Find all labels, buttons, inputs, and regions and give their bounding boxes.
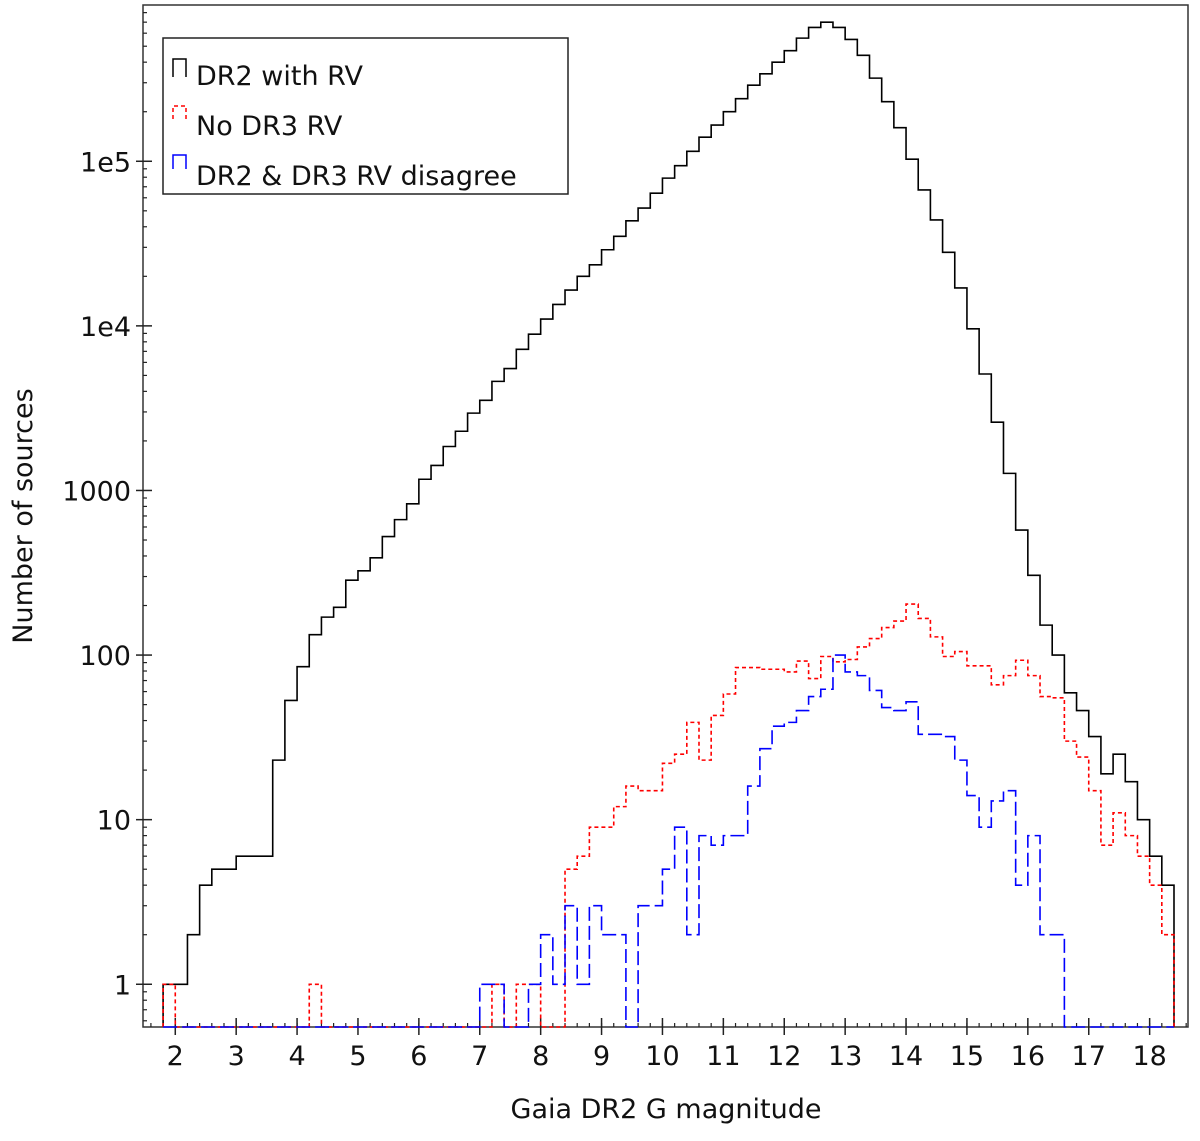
axis-ticks: 2 3 4 5 6 7 8 9 10 11 12 13 14 15 16 17 18 1 10 100 1000 1e4 1… [62,12,1187,1072]
legend-swatch-icon-black [172,58,187,77]
x-tick-label: 9 [593,1041,610,1072]
y-tick-label: 1000 [62,476,131,507]
x-tick-label: 11 [706,1041,740,1072]
y-tick-label: 1e5 [80,147,131,178]
x-tick-label: 17 [1072,1041,1106,1072]
series-0 [162,21,1175,1027]
x-tick-label: 13 [828,1041,862,1072]
legend-label-dr2-with-rv: DR2 with RV [196,61,363,92]
y-tick-label: 1 [114,970,131,1001]
legend-swatch-icon-blue [172,154,187,169]
legend: DR2 with RV No DR3 RV DR2 & DR3 RV disag… [162,37,569,195]
series-step-line-2 [163,654,1174,1028]
series-step-line-0 [162,21,1175,1027]
x-tick-label: 15 [950,1041,984,1072]
series-layer [162,21,1175,1028]
x-tick-label: 2 [167,1041,184,1072]
x-tick-label: 18 [1132,1041,1166,1072]
y-tick-label: 10 [97,806,131,837]
legend-label-disagree: DR2 & DR3 RV disagree [196,161,517,192]
x-tick-label: 4 [288,1041,305,1072]
x-tick-label: 14 [889,1041,923,1072]
x-tick-label: 10 [645,1041,679,1072]
x-tick-label: 12 [767,1041,801,1072]
series-2 [163,654,1174,1028]
x-tick-label: 6 [410,1041,427,1072]
legend-label-no-dr3-rv: No DR3 RV [196,111,343,142]
x-tick-label: 5 [349,1041,366,1072]
x-tick-label: 7 [471,1041,488,1072]
y-tick-label: 1e4 [80,312,131,343]
legend-box [162,37,569,195]
x-axis-label: Gaia DR2 G magnitude [511,1094,822,1125]
x-tick-label: 3 [228,1041,245,1072]
y-axis-label: Number of sources [8,388,39,643]
x-tick-label: 8 [532,1041,549,1072]
x-tick-label: 16 [1011,1041,1045,1072]
y-tick-label: 100 [79,641,131,672]
